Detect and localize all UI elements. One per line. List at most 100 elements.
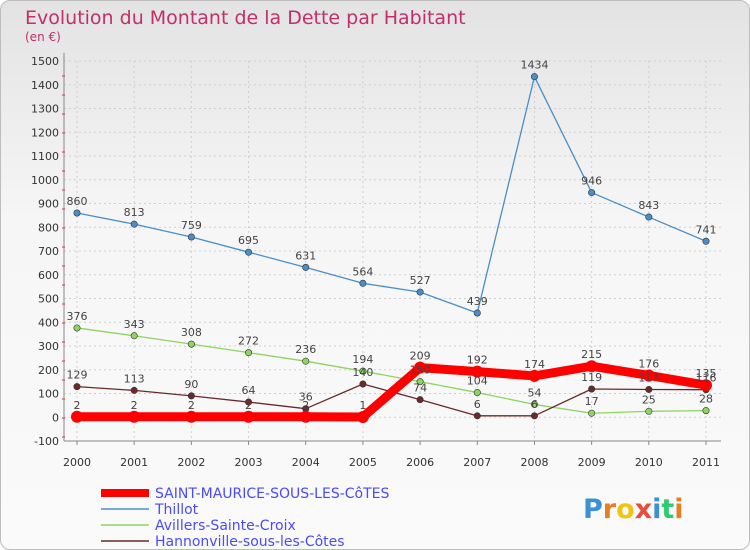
y-tick-label: 1400 (31, 79, 59, 92)
series-line-thillot (76, 76, 707, 314)
y-tick-label: 700 (38, 245, 59, 258)
x-tick-label: 2009 (578, 456, 606, 469)
x-tick-label: 2001 (120, 456, 148, 469)
legend-label: Avillers-Sainte-Croix (155, 518, 296, 534)
data-point-hannonville-sous-les-c-tes (588, 385, 596, 393)
data-label-hannonville-sous-les-c-tes: 113 (124, 372, 145, 385)
data-point-saint-maurice-sous-les-c-tes (242, 410, 255, 423)
logo-letter: r (603, 494, 617, 525)
data-label-thillot: 1434 (520, 59, 548, 72)
data-point-avillers-sainte-croix (702, 407, 710, 415)
data-label-avillers-sainte-croix: 376 (67, 310, 88, 323)
data-label-hannonville-sous-les-c-tes: 117 (638, 371, 659, 384)
data-point-avillers-sainte-croix (130, 332, 138, 340)
y-tick-label: 1300 (31, 103, 59, 116)
data-point-saint-maurice-sous-les-c-tes (128, 410, 141, 423)
data-label-hannonville-sous-les-c-tes: 74 (413, 382, 427, 395)
data-label-thillot: 759 (181, 219, 202, 232)
series-line-saint-maurice-sous-les-c-tes (72, 361, 711, 422)
data-label-thillot: 843 (638, 199, 659, 212)
x-tick-label: 2004 (292, 456, 320, 469)
data-label-avillers-sainte-croix: 308 (181, 326, 202, 339)
data-point-thillot (530, 73, 538, 81)
data-point-thillot (588, 189, 596, 197)
x-tick-label: 2010 (635, 456, 663, 469)
data-label-avillers-sainte-croix: 343 (124, 318, 145, 331)
data-point-hannonville-sous-les-c-tes (530, 412, 538, 420)
data-label-saint-maurice-sous-les-c-tes: 135 (696, 367, 717, 380)
data-label-saint-maurice-sous-les-c-tes: 2 (245, 399, 252, 412)
data-point-saint-maurice-sous-les-c-tes (471, 365, 484, 378)
data-point-hannonville-sous-les-c-tes (473, 412, 481, 420)
x-tick-label: 2008 (520, 456, 548, 469)
data-point-avillers-sainte-croix (73, 324, 81, 332)
logo-letter: i (652, 494, 661, 525)
y-tick-label: 100 (38, 388, 59, 401)
x-tick-label: 2005 (349, 456, 377, 469)
data-label-thillot: 813 (124, 206, 145, 219)
data-point-thillot (187, 233, 195, 241)
logo-letter: t (661, 494, 674, 525)
series-lines (71, 73, 712, 424)
chart-title: Evolution du Montant de la Dette par Hab… (25, 7, 466, 29)
x-tick-label: 2007 (463, 456, 491, 469)
legend: SAINT-MAURICE-SOUS-LES-CôTESThillotAvill… (101, 486, 389, 549)
data-point-saint-maurice-sous-les-c-tes (356, 411, 369, 424)
data-point-hannonville-sous-les-c-tes (645, 385, 653, 393)
data-point-thillot (302, 263, 310, 271)
data-label-hannonville-sous-les-c-tes: 140 (352, 366, 373, 379)
data-label-saint-maurice-sous-les-c-tes: 1 (359, 399, 366, 412)
x-tick-label: 2011 (692, 456, 720, 469)
data-point-thillot (73, 209, 81, 217)
data-point-hannonville-sous-les-c-tes (245, 398, 253, 406)
x-tick-label: 2006 (406, 456, 434, 469)
data-label-thillot: 860 (67, 195, 88, 208)
data-label-saint-maurice-sous-les-c-tes: 2 (131, 399, 138, 412)
logo-letter: P (583, 494, 603, 525)
data-point-saint-maurice-sous-les-c-tes (700, 379, 712, 392)
data-point-thillot (130, 220, 138, 228)
data-label-hannonville-sous-les-c-tes: 6 (474, 398, 481, 411)
x-tick-label: 2000 (63, 456, 91, 469)
legend-label: Thillot (154, 502, 199, 518)
data-label-hannonville-sous-les-c-tes: 119 (581, 371, 602, 384)
data-point-thillot (645, 213, 653, 221)
data-point-avillers-sainte-croix (530, 400, 538, 408)
x-tick-label: 2003 (235, 456, 263, 469)
legend-label: Hannonville-sous-les-Côtes (155, 534, 345, 549)
data-label-avillers-sainte-croix: 17 (585, 395, 599, 408)
data-label-hannonville-sous-les-c-tes: 64 (242, 384, 256, 397)
y-tick-label: 1200 (31, 126, 59, 139)
data-point-thillot (702, 237, 710, 245)
data-label-hannonville-sous-les-c-tes: 90 (184, 378, 198, 391)
data-label-hannonville-sous-les-c-tes: 36 (299, 391, 313, 404)
grid (64, 60, 721, 442)
data-point-hannonville-sous-les-c-tes (187, 392, 195, 400)
data-point-avillers-sainte-croix (359, 367, 367, 375)
data-point-thillot (473, 309, 481, 317)
data-label-hannonville-sous-les-c-tes: 116 (696, 372, 717, 385)
data-point-thillot (416, 288, 424, 296)
data-label-thillot: 439 (467, 295, 488, 308)
data-label-thillot: 946 (581, 175, 602, 188)
y-tick-label: 900 (38, 198, 59, 211)
data-point-hannonville-sous-les-c-tes (73, 383, 81, 391)
data-label-thillot: 631 (295, 249, 316, 262)
data-label-saint-maurice-sous-les-c-tes: 2 (188, 399, 195, 412)
series-line-avillers-sainte-croix (76, 327, 707, 414)
data-point-avillers-sainte-croix (245, 349, 253, 357)
data-label-thillot: 741 (696, 223, 717, 236)
data-point-saint-maurice-sous-les-c-tes (414, 361, 427, 374)
data-point-avillers-sainte-croix (187, 340, 195, 348)
data-point-saint-maurice-sous-les-c-tes (528, 369, 541, 382)
data-point-hannonville-sous-les-c-tes (130, 386, 138, 394)
data-point-thillot (245, 248, 253, 256)
data-label-thillot: 527 (410, 274, 431, 287)
data-point-saint-maurice-sous-les-c-tes (71, 410, 83, 423)
logo-letter: x (635, 494, 652, 525)
data-label-avillers-sainte-croix: 54 (527, 386, 541, 399)
data-point-saint-maurice-sous-les-c-tes (642, 369, 655, 382)
data-point-avillers-sainte-croix (473, 389, 481, 397)
data-label-avillers-sainte-croix: 236 (295, 343, 316, 356)
